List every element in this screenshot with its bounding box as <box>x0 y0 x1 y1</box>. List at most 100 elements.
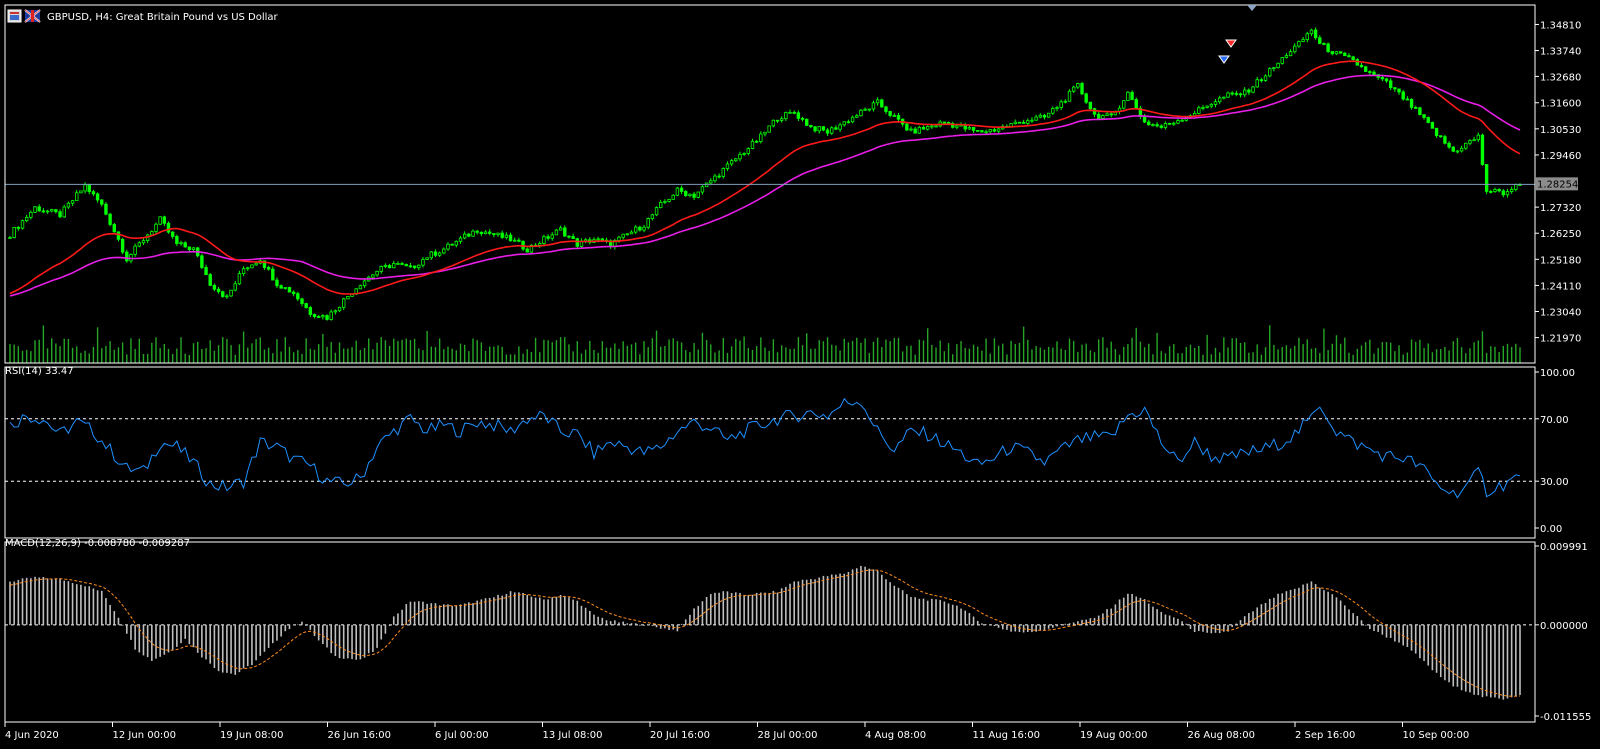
candle <box>1276 62 1280 69</box>
candle <box>742 152 746 157</box>
candle <box>721 167 725 179</box>
candle <box>1051 106 1055 115</box>
candle <box>12 226 16 239</box>
time-tick-label: 4 Jun 2020 <box>5 730 59 741</box>
price-pane[interactable] <box>5 27 1535 363</box>
candle <box>183 241 187 248</box>
candle <box>825 128 830 137</box>
price-tick-label: 1.27320 <box>1540 203 1581 214</box>
time-tick-label: 2 Sep 16:00 <box>1295 730 1355 741</box>
candle <box>1167 122 1172 125</box>
candle <box>24 214 29 223</box>
candle <box>1509 186 1514 194</box>
candle <box>291 290 296 297</box>
candle <box>667 198 671 203</box>
candle <box>154 222 158 235</box>
candle <box>1426 116 1430 124</box>
candle <box>984 129 988 135</box>
candle <box>805 118 809 127</box>
buy-arrow-icon[interactable] <box>1218 55 1230 64</box>
macd-pane[interactable] <box>5 565 1535 700</box>
time-tick-label: 28 Jul 00:00 <box>758 730 818 741</box>
price-tick-label: 1.26250 <box>1540 229 1581 240</box>
candle <box>1042 114 1047 120</box>
candle <box>567 235 571 239</box>
price-tick-label: 1.23040 <box>1540 307 1581 318</box>
candle <box>246 266 250 271</box>
candle <box>166 221 171 234</box>
candle <box>1351 55 1355 61</box>
candle <box>888 110 892 118</box>
candle <box>271 266 275 281</box>
candle <box>1063 99 1068 104</box>
candle <box>850 115 855 124</box>
time-tick-label: 10 Sep 00:00 <box>1403 730 1470 741</box>
candle <box>70 199 75 207</box>
candle <box>1251 86 1255 94</box>
flag-icon <box>24 9 41 23</box>
time-tick-label: 4 Aug 08:00 <box>865 730 926 741</box>
candle <box>221 290 225 298</box>
candle <box>300 297 304 307</box>
candle <box>54 208 58 214</box>
candle <box>387 263 392 269</box>
rsi-tick-label: 30.00 <box>1540 477 1569 488</box>
candle <box>759 131 763 144</box>
candle <box>479 231 484 237</box>
candle <box>1401 89 1405 101</box>
candle <box>108 212 112 227</box>
candle <box>1226 91 1230 98</box>
candle <box>191 246 196 251</box>
candle <box>542 234 546 247</box>
candle <box>95 192 100 203</box>
candle <box>880 98 884 108</box>
sell-arrow-icon[interactable] <box>1225 39 1237 48</box>
candle <box>921 125 926 130</box>
candle <box>225 294 229 299</box>
candle <box>437 251 442 258</box>
candle <box>396 261 400 265</box>
candle <box>237 270 242 286</box>
candle <box>1372 70 1376 76</box>
candle <box>266 265 271 271</box>
time-axis: 4 Jun 2020 12 Jun 00:00 19 Jun 08:00 26 Jun… <box>4 722 1470 741</box>
candle <box>1497 188 1501 193</box>
candle <box>120 237 125 255</box>
candle <box>379 265 383 274</box>
candle <box>475 229 479 235</box>
candle <box>483 230 488 235</box>
candle <box>654 206 659 217</box>
candle <box>417 264 421 271</box>
rsi-pane[interactable] <box>5 397 1535 499</box>
candle <box>750 138 755 150</box>
candle <box>976 130 980 132</box>
candle <box>821 126 826 132</box>
candle <box>1268 67 1272 78</box>
candle <box>421 256 425 268</box>
candle <box>471 229 475 237</box>
candle <box>796 110 801 122</box>
candle <box>838 122 842 133</box>
candle <box>1213 98 1218 108</box>
candle <box>308 305 313 318</box>
candle <box>558 225 563 231</box>
window-icon[interactable] <box>7 9 22 23</box>
candle <box>1363 65 1368 73</box>
candle <box>500 230 504 240</box>
candle <box>1030 117 1034 123</box>
candle <box>892 113 897 117</box>
candle <box>429 251 433 260</box>
macd-tick-label: 0.000000 <box>1540 621 1588 632</box>
candle <box>1434 127 1439 138</box>
candle <box>1414 105 1418 109</box>
candle <box>1122 100 1126 110</box>
candle <box>358 284 363 290</box>
candle <box>1247 88 1251 95</box>
candle <box>905 122 909 132</box>
candle <box>1217 95 1222 105</box>
candle <box>884 105 888 115</box>
candle <box>621 233 625 240</box>
time-tick-label: 20 Jul 16:00 <box>650 730 710 741</box>
